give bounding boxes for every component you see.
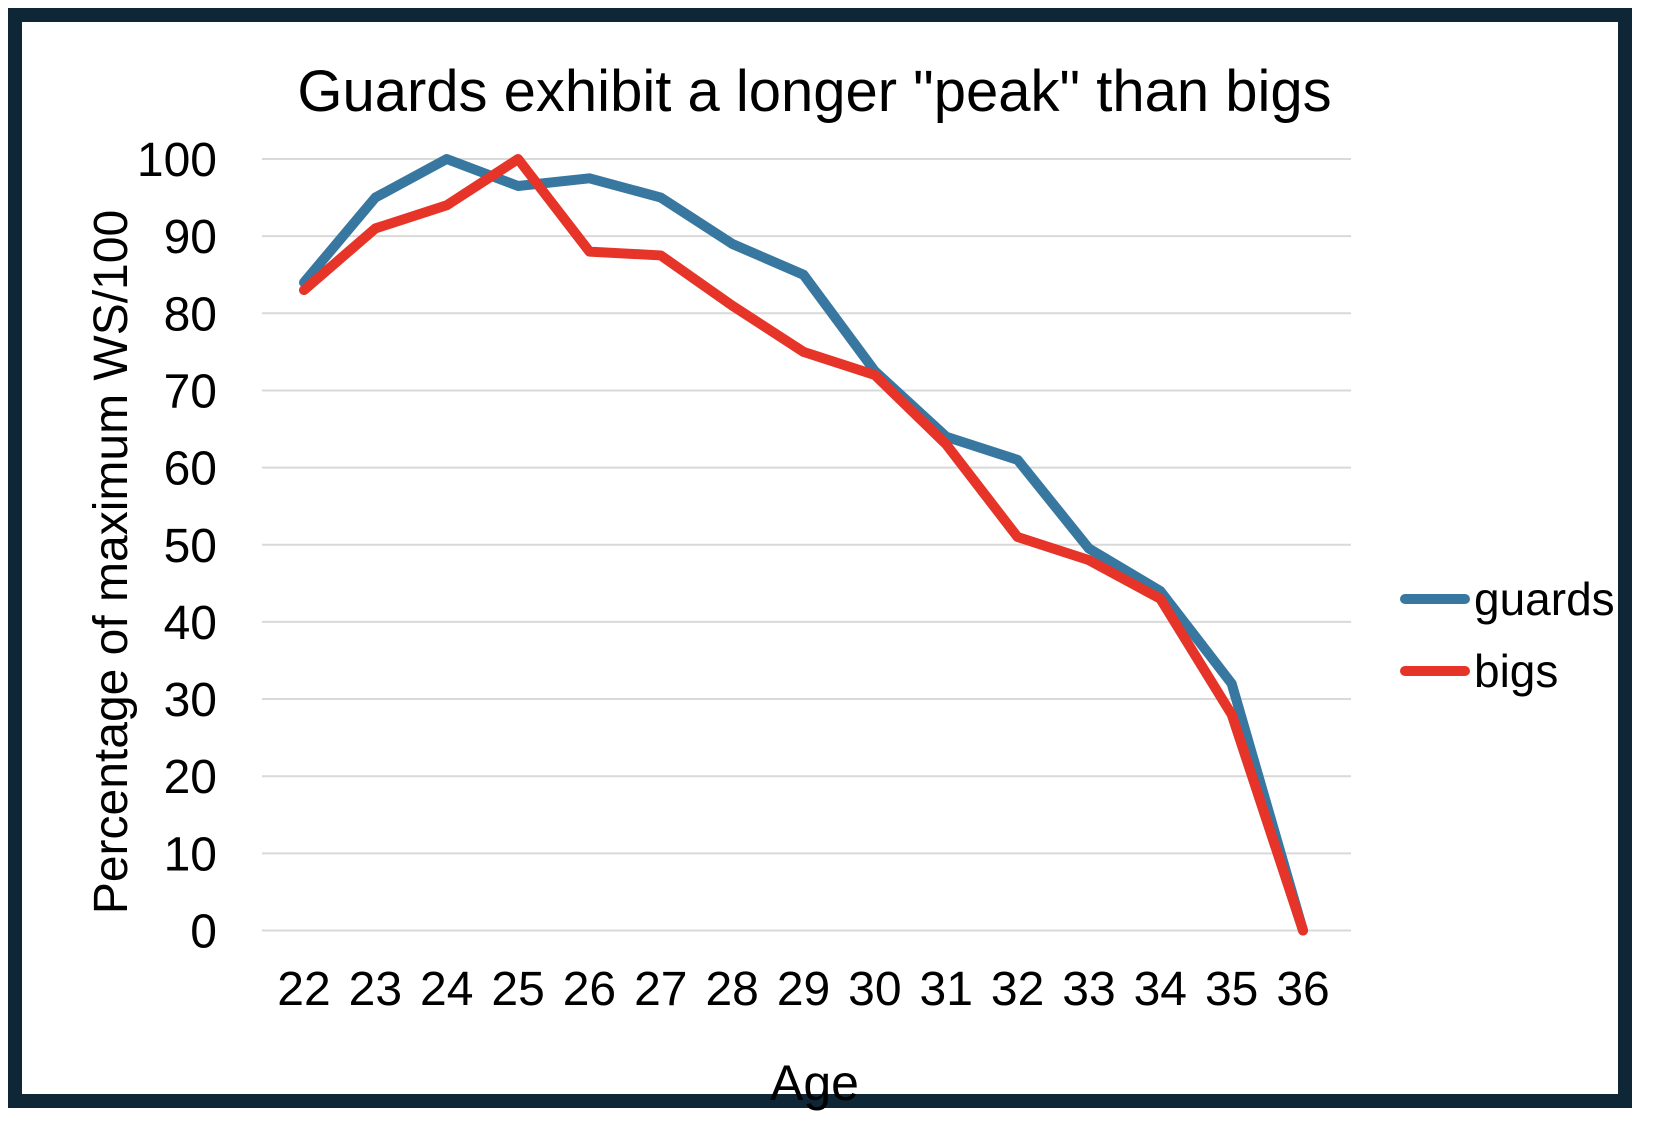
x-tick-label: 31 (920, 963, 973, 1016)
x-tick-label: 28 (705, 963, 758, 1016)
figure-border: 0 10 20 30 40 50 60 70 80 90 100 22 23 24 25 26 27 28 29 30… (8, 8, 1632, 1111)
x-tick-label: 23 (349, 963, 402, 1016)
legend-item-guards: guards (1400, 573, 1615, 625)
x-tick-label: 36 (1276, 963, 1329, 1016)
plot-area: 0 10 20 30 40 50 60 70 80 90 100 22 23 24 25 26 27 28 29 30… (137, 134, 1351, 1016)
y-tick-label: 90 (164, 211, 217, 264)
series-line-bigs (299, 154, 1309, 936)
x-axis-title: Age (770, 1055, 859, 1111)
x-tick-label: 27 (634, 963, 687, 1016)
y-tick-label: 0 (190, 906, 217, 959)
x-tick-label: 35 (1205, 963, 1258, 1016)
y-tick-label: 30 (164, 674, 217, 727)
legend: guards bigs (1400, 573, 1615, 697)
y-tick-label: 40 (164, 597, 217, 650)
y-tick-label: 100 (137, 134, 217, 187)
chart-title: Guards exhibit a longer "peak" than bigs (297, 59, 1332, 124)
y-tick-label: 10 (164, 828, 217, 881)
legend-item-bigs: bigs (1400, 645, 1615, 697)
x-tick-label: 24 (420, 963, 473, 1016)
x-tick-label: 30 (848, 963, 901, 1016)
guards-line-swatch (1400, 594, 1470, 604)
y-tick-label: 20 (164, 751, 217, 804)
x-tick-label: 33 (1062, 963, 1115, 1016)
y-tick-label: 70 (164, 365, 217, 418)
y-tick-label: 50 (164, 520, 217, 573)
x-tick-label: 34 (1134, 963, 1187, 1016)
x-tick-label: 32 (991, 963, 1044, 1016)
series-line-guards (299, 154, 1309, 936)
x-tick-label: 29 (777, 963, 830, 1016)
legend-label-bigs: bigs (1474, 645, 1559, 697)
x-tick-label: 22 (277, 963, 330, 1016)
bigs-line-swatch (1400, 666, 1470, 676)
y-tick-label: 60 (164, 443, 217, 496)
y-axis-title: Percentage of maximum WS/100 (85, 209, 138, 915)
y-tick-label: 80 (164, 288, 217, 341)
x-tick-label: 25 (491, 963, 544, 1016)
legend-label-guards: guards (1474, 573, 1615, 625)
x-tick-label: 26 (563, 963, 616, 1016)
